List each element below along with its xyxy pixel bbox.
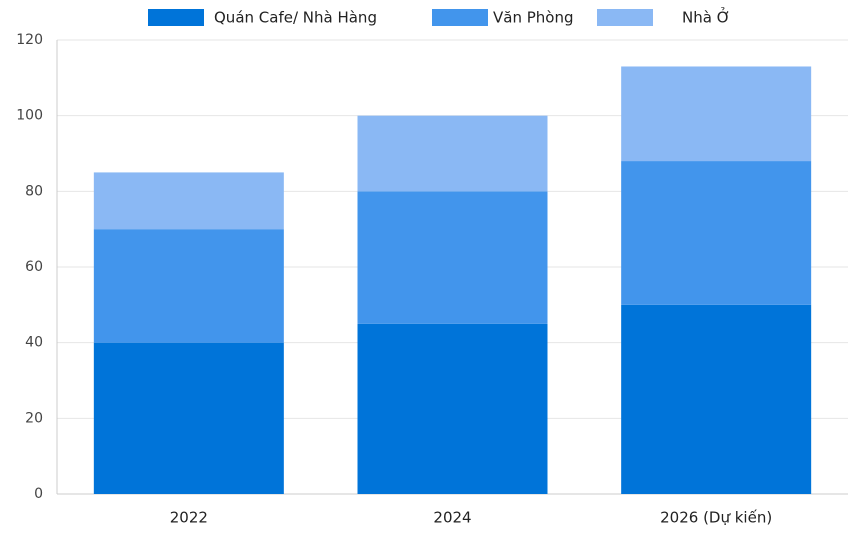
legend-swatch [432,9,488,26]
y-tick-label: 80 [25,183,43,199]
bar-segment [93,342,284,494]
bar-segment [621,161,812,305]
bar-segment [357,191,548,324]
legend-swatch [148,9,204,26]
bar-segment [357,115,548,192]
y-tick-label: 120 [16,32,43,48]
bar-segment [357,323,548,494]
y-tick-label: 0 [34,486,43,502]
bar-segment [621,304,812,494]
y-tick-label: 100 [16,108,43,124]
x-tick-label: 2022 [170,509,208,527]
bar-segment [93,229,284,343]
x-tick-label: 2024 [433,509,471,527]
legend-label: Quán Cafe/ Nhà Hàng [214,9,377,27]
y-tick-label: 40 [25,335,43,351]
bar-segment [93,172,284,230]
legend-label: Văn Phòng [493,9,574,27]
y-tick-label: 60 [25,259,43,275]
y-tick-label: 20 [25,410,43,426]
legend-swatch [597,9,653,26]
bar-segment [621,66,812,162]
legend-label: Nhà Ở [682,7,730,27]
x-tick-label: 2026 (Dự kiến) [660,509,772,527]
